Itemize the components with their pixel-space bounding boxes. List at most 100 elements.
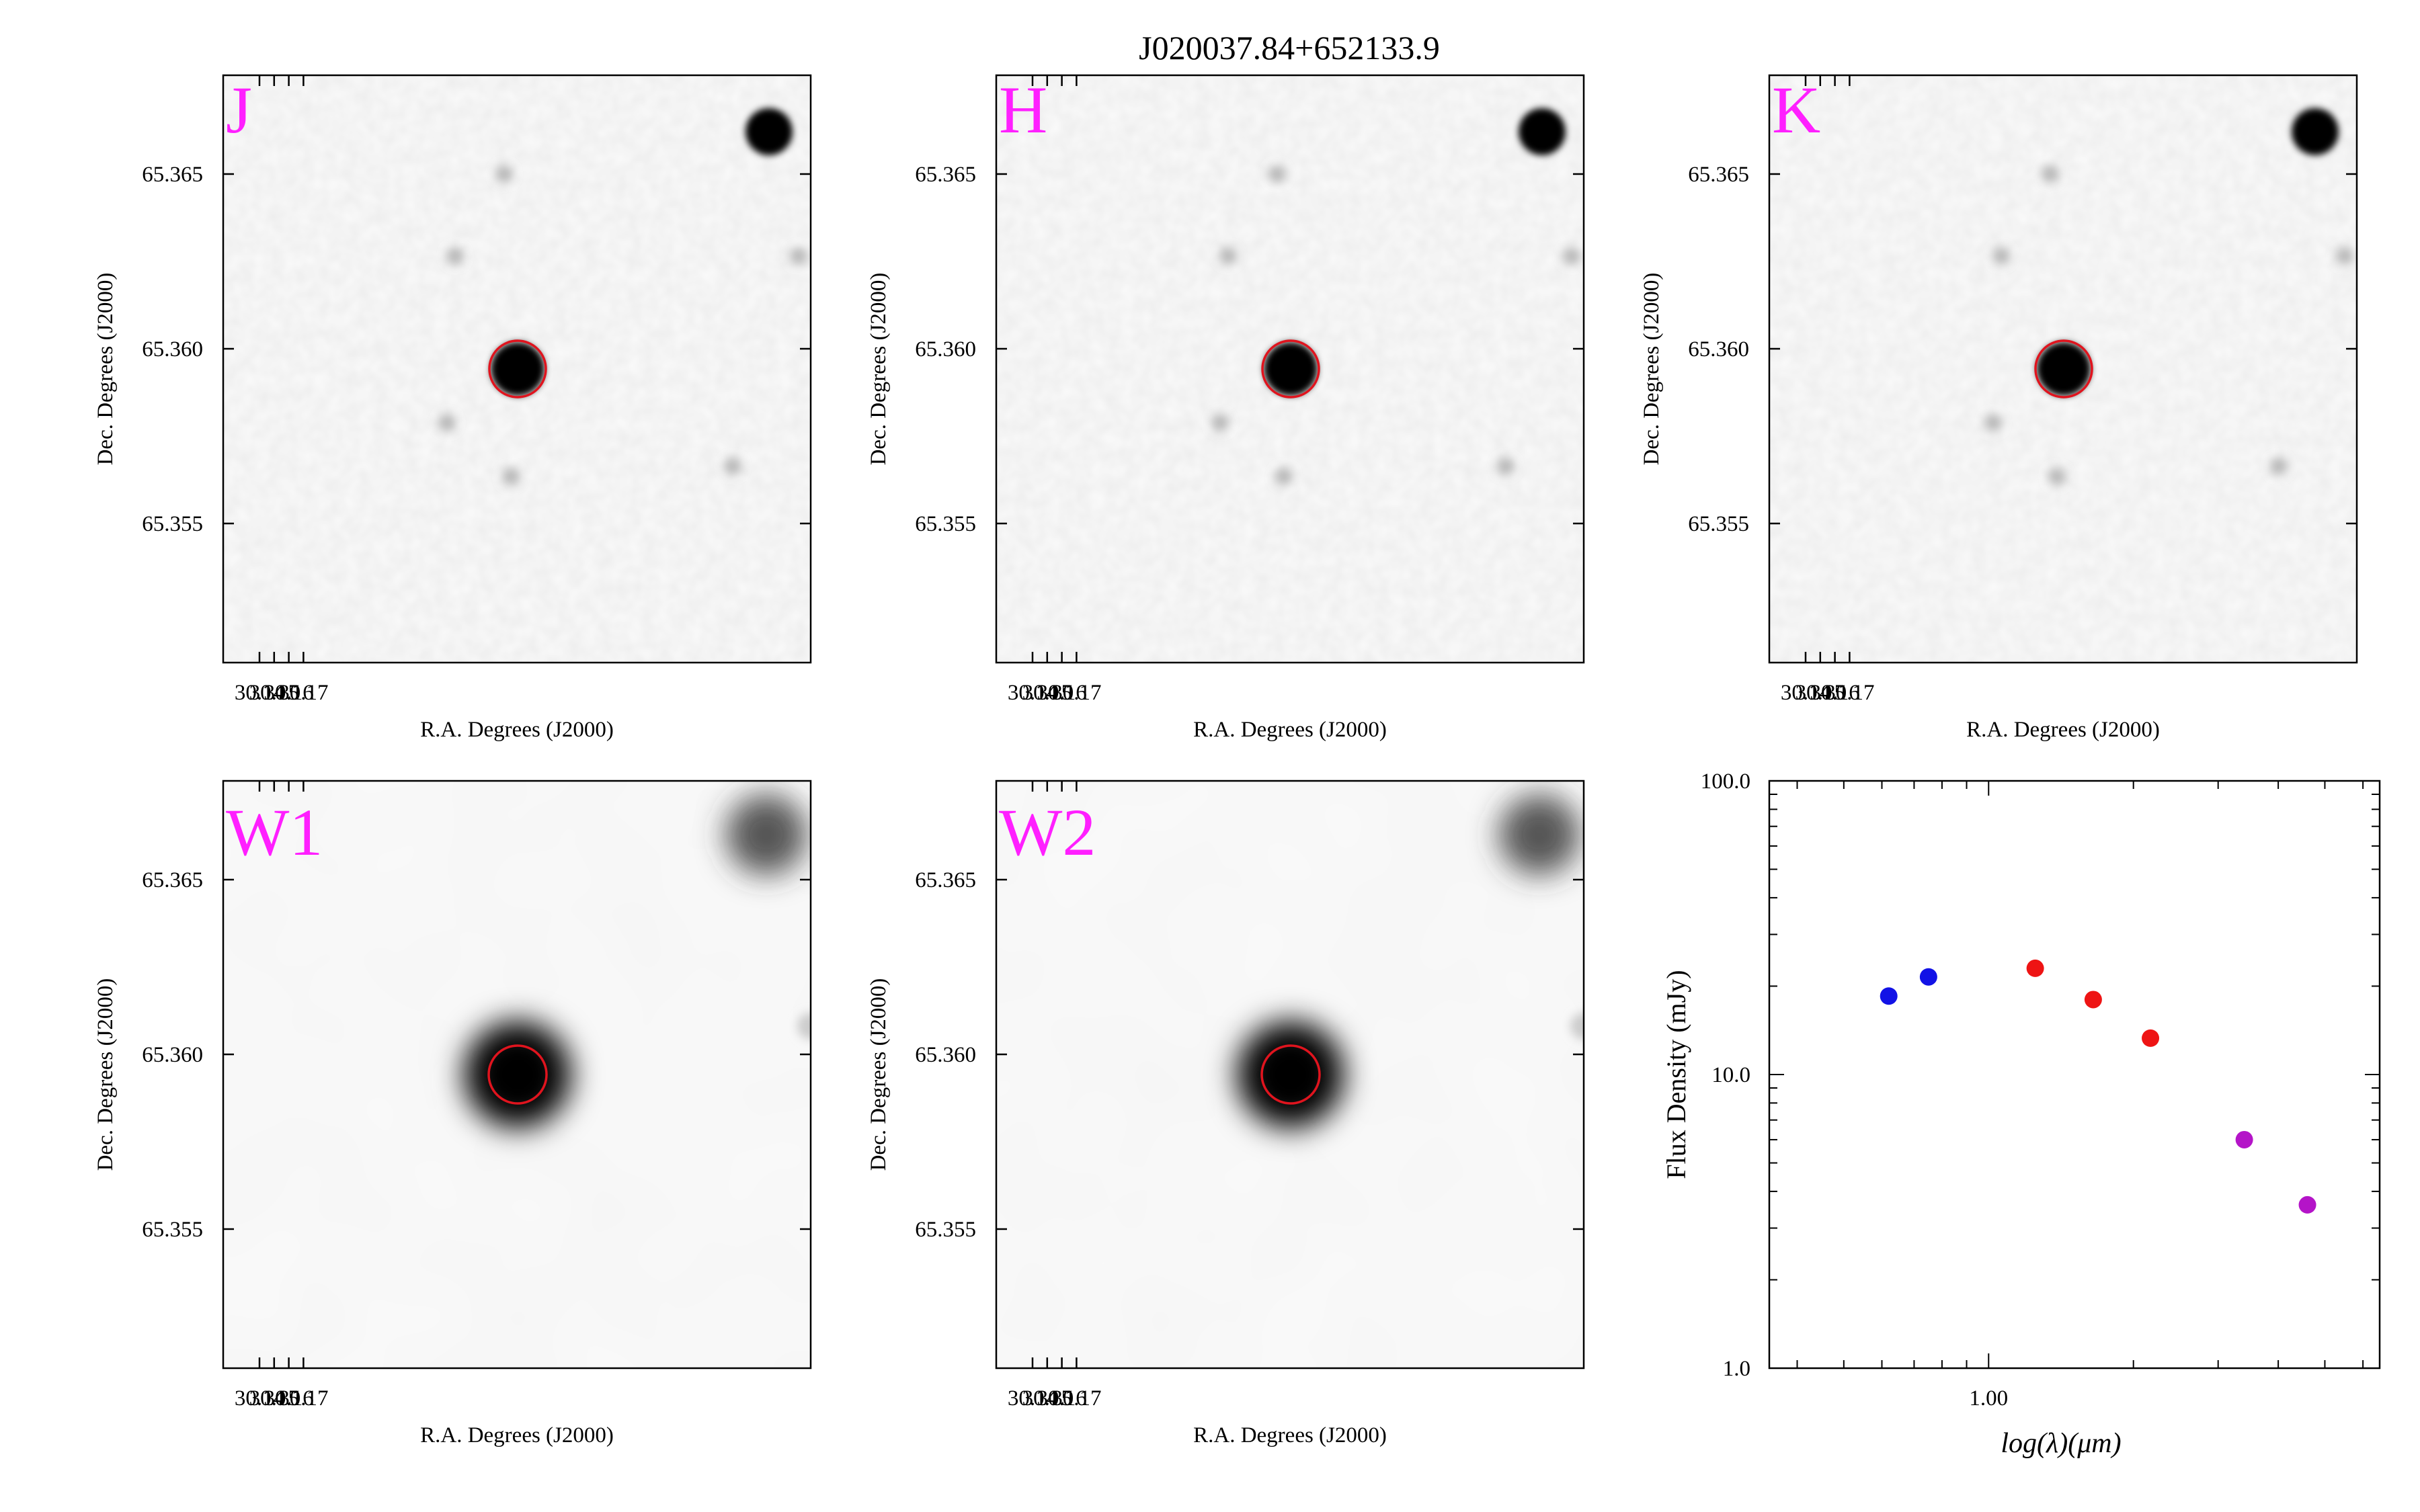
band-label: H <box>999 73 1047 147</box>
target-source <box>1264 342 1318 396</box>
y-tick-label: 65.365 <box>142 163 203 187</box>
neighbor-source <box>2292 108 2339 155</box>
sed-x-tick-label: 1.00 <box>1969 1386 2008 1411</box>
cutout-image <box>223 781 811 1368</box>
y-tick-label: 65.355 <box>142 1218 203 1242</box>
data-point <box>2026 959 2044 977</box>
faint-source <box>446 247 464 265</box>
sed-panel: 1.0 10.0 100.0 1.00 log(λ)(μm) Flux Density (… <box>1661 769 2381 1459</box>
faint-source <box>1570 1013 1584 1040</box>
data-point <box>1919 968 1937 986</box>
x-tick-label: 30.14 <box>1008 681 1057 705</box>
x-tick-label: 30.17 <box>1051 681 1101 705</box>
cutout-image <box>996 781 1584 1368</box>
y-tick-label: 65.360 <box>915 1043 976 1067</box>
sed-y-tick-label: 10.0 <box>1711 1063 1750 1087</box>
band-label: W2 <box>999 795 1096 870</box>
y-tick-label: 65.355 <box>915 1218 976 1242</box>
sed-y-tick-label: 100.0 <box>1701 769 1750 794</box>
x-tick-label: 30.15 <box>249 681 299 705</box>
x-axis-label: R.A. Degrees (J2000) <box>1966 718 2160 742</box>
sed-series-0 <box>1880 968 1937 1005</box>
band-label: W1 <box>226 795 323 870</box>
neighbor-source <box>1519 108 1566 155</box>
x-tick-label: 30.16 <box>1037 1386 1086 1411</box>
x-tick-label: 30.14 <box>1008 1386 1057 1411</box>
data-point <box>2235 1130 2253 1148</box>
faint-source <box>797 1013 811 1040</box>
x-tick-label: 30.14 <box>1781 681 1830 705</box>
x-axis-label: R.A. Degrees (J2000) <box>420 718 614 742</box>
aperture-circle <box>1260 1044 1321 1105</box>
x-tick-label: 30.15 <box>249 1386 299 1411</box>
faint-source <box>2048 468 2066 485</box>
cutout-panels: 30.1430.1530.1630.1765.36565.36065.355R.… <box>93 73 2358 1447</box>
faint-source <box>438 414 456 431</box>
y-tick-label: 65.360 <box>915 337 976 362</box>
x-axis-label: R.A. Degrees (J2000) <box>1193 718 1387 742</box>
faint-source <box>1497 458 1515 475</box>
y-axis-label: Dec. Degrees (J2000) <box>93 978 118 1171</box>
neighbor-source <box>726 794 807 875</box>
target-source <box>464 1021 571 1128</box>
faint-source <box>1275 468 1293 485</box>
x-axis-label: R.A. Degrees (J2000) <box>420 1423 614 1447</box>
faint-source <box>1984 414 2002 431</box>
x-tick-label: 30.16 <box>264 681 313 705</box>
x-tick-label: 30.15 <box>1022 1386 1072 1411</box>
x-tick-label: 30.15 <box>1796 681 1845 705</box>
faint-source <box>2270 458 2288 475</box>
faint-source <box>1219 247 1237 265</box>
cutout-frame <box>995 780 1585 1370</box>
x-tick-label: 30.14 <box>235 681 284 705</box>
x-axis-label: R.A. Degrees (J2000) <box>1193 1423 1387 1447</box>
faint-source <box>2042 165 2059 183</box>
data-point <box>1880 987 1898 1005</box>
faint-source <box>495 165 513 183</box>
target-source <box>1237 1021 1344 1128</box>
neighbor-source <box>745 108 793 155</box>
neighbor-source <box>1499 794 1580 875</box>
faint-source <box>724 458 741 475</box>
band-label: K <box>1772 73 1820 147</box>
faint-source <box>790 247 807 265</box>
x-tick-label: 30.17 <box>1824 681 1874 705</box>
sed-x-axis-label: log(λ)(μm) <box>2001 1428 2121 1459</box>
sed-y-tick-label: 1.0 <box>1723 1357 1750 1381</box>
cutout-image <box>996 75 1584 663</box>
aperture-circle <box>487 1044 548 1105</box>
y-tick-label: 65.360 <box>142 1043 203 1067</box>
data-point <box>2084 991 2102 1009</box>
cutout-frame <box>222 74 812 664</box>
cutout-frame <box>995 74 1585 664</box>
data-point <box>2142 1029 2160 1047</box>
y-tick-label: 65.365 <box>915 868 976 892</box>
y-axis-label: Dec. Degrees (J2000) <box>1640 273 1664 466</box>
cutout-image <box>223 75 811 663</box>
y-tick-label: 65.360 <box>142 337 203 362</box>
y-tick-label: 65.355 <box>1688 512 1749 536</box>
faint-source <box>2336 247 2353 265</box>
x-tick-label: 30.16 <box>1810 681 1859 705</box>
band-label: J <box>226 73 252 147</box>
x-tick-label: 30.16 <box>264 1386 313 1411</box>
faint-source <box>1268 165 1286 183</box>
y-axis-label: Dec. Degrees (J2000) <box>93 273 118 466</box>
y-axis-label: Dec. Degrees (J2000) <box>866 273 891 466</box>
aperture-circle <box>2034 339 2093 398</box>
x-tick-label: 30.14 <box>235 1386 284 1411</box>
aperture-circle <box>1261 339 1320 398</box>
y-tick-label: 65.355 <box>915 512 976 536</box>
x-tick-label: 30.17 <box>278 1386 328 1411</box>
target-source <box>491 342 544 396</box>
data-point <box>2298 1195 2316 1214</box>
faint-source <box>1992 247 2010 265</box>
figure-title: J020037.84+652133.9 <box>1139 29 1440 67</box>
x-tick-label: 30.17 <box>1051 1386 1101 1411</box>
